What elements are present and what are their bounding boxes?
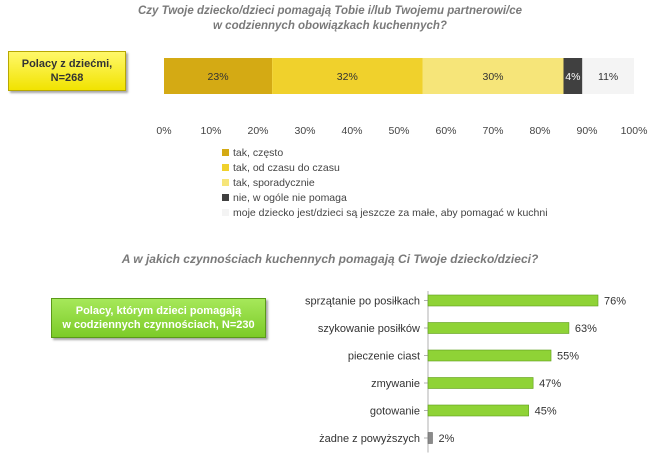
legend-swatch bbox=[222, 179, 229, 186]
chart2-data-label: 63% bbox=[575, 323, 597, 335]
chart1-data-label: 11% bbox=[598, 71, 618, 83]
chart2-category-tick: zmywanie bbox=[371, 378, 420, 390]
chart1-tick-label: 80% bbox=[529, 125, 550, 137]
chart2-category-tick: szykowanie posiłków bbox=[318, 323, 420, 335]
legend-item: tak, od czasu do czasu bbox=[222, 161, 340, 175]
chart2-category-label: Polacy, którym dzieci pomagają w codzienn… bbox=[51, 298, 266, 338]
chart2-data-label: 76% bbox=[604, 296, 626, 308]
chart2-data-label: 2% bbox=[438, 433, 454, 445]
chart1-data-label: 4% bbox=[565, 71, 580, 83]
chart2-data-label: 55% bbox=[557, 351, 579, 363]
chart2-title: A w jakich czynnościach kuchennych pomag… bbox=[121, 252, 539, 266]
chart1-tick-label: 100% bbox=[621, 125, 648, 137]
legend-item: tak, często bbox=[222, 146, 283, 160]
chart1-tick-label: 70% bbox=[482, 125, 503, 137]
legend-item: moje dziecko jest/dzieci są jeszcze za m… bbox=[222, 206, 548, 220]
chart2-data-label: 47% bbox=[539, 378, 561, 390]
chart1-tick-label: 30% bbox=[294, 125, 315, 137]
legend-swatch bbox=[222, 164, 229, 171]
chart1-segment bbox=[582, 58, 634, 94]
chart2-category-tick: sprzątanie po posiłkach bbox=[305, 296, 420, 308]
chart1-title: Czy Twoje dziecko/dzieci pomagają Tobie … bbox=[137, 5, 523, 32]
chart1-segment bbox=[422, 58, 564, 94]
legend-label: tak, często bbox=[233, 147, 284, 159]
chart1-data-label: 30% bbox=[482, 71, 503, 83]
chart1-tick-label: 20% bbox=[247, 125, 268, 137]
chart1-tick-label: 40% bbox=[341, 125, 362, 137]
chart2-category-tick: pieczenie ciast bbox=[348, 351, 420, 363]
chart1-segment bbox=[164, 58, 273, 94]
legend-label: moje dziecko jest/dzieci są jeszcze za m… bbox=[233, 207, 548, 219]
chart1-tick-label: 60% bbox=[435, 125, 456, 137]
chart1-segment bbox=[272, 58, 423, 94]
chart1-segment bbox=[563, 58, 583, 94]
chart1-tick-label: 10% bbox=[200, 125, 221, 137]
legend-label: tak, sporadycznie bbox=[233, 177, 315, 189]
chart2-category-tick: żadne z powyższych bbox=[319, 433, 420, 445]
chart2-data-label: 45% bbox=[535, 406, 557, 418]
legend-swatch bbox=[222, 194, 229, 201]
chart2-category-tick: gotowanie bbox=[370, 406, 420, 418]
legend-label: nie, w ogóle nie pomaga bbox=[233, 192, 347, 204]
chart2-bar bbox=[427, 322, 570, 334]
legend-swatch bbox=[222, 149, 229, 156]
chart1-tick-label: 50% bbox=[388, 125, 409, 137]
legend-item: tak, sporadycznie bbox=[222, 176, 315, 190]
chart1-category-label: Polacy z dziećmi, N=268 bbox=[8, 51, 126, 91]
chart2-bar bbox=[427, 294, 599, 307]
chart2-bar bbox=[427, 404, 529, 417]
chart1-tick-label: 90% bbox=[576, 125, 597, 137]
chart2-bar bbox=[427, 349, 552, 362]
chart2-bar bbox=[427, 432, 433, 444]
legend-item: nie, w ogóle nie pomaga bbox=[222, 191, 347, 205]
chart1-data-label: 32% bbox=[337, 71, 358, 83]
chart2-bar bbox=[427, 377, 534, 389]
chart1-tick-label: 0% bbox=[156, 125, 171, 137]
legend-swatch bbox=[222, 209, 229, 216]
chart1-data-label: 23% bbox=[208, 71, 229, 83]
legend-label: tak, od czasu do czasu bbox=[233, 162, 340, 174]
